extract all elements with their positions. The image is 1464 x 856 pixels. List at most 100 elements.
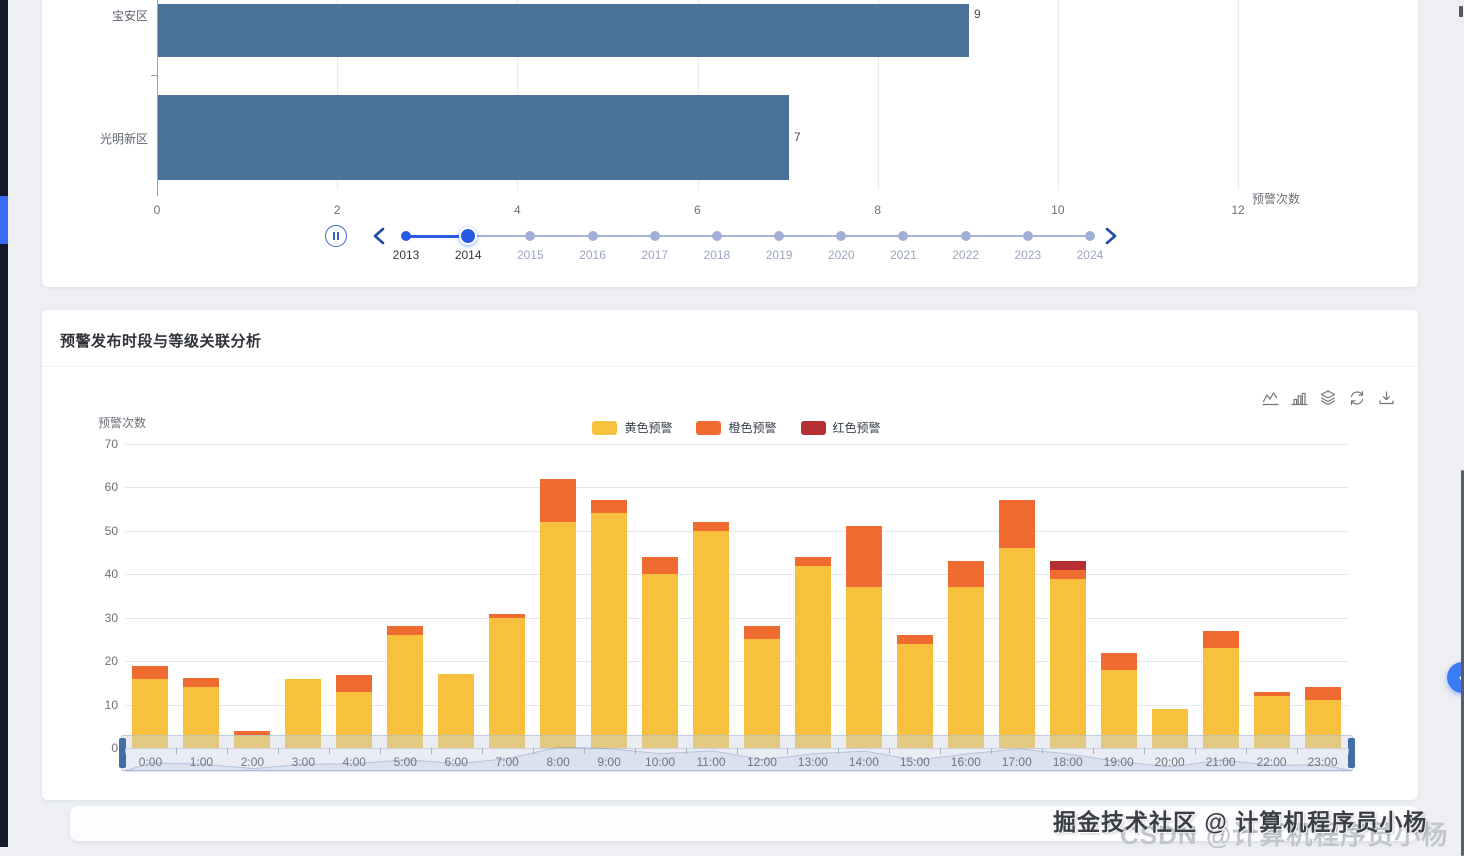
region-bar[interactable] (158, 95, 789, 180)
bar-segment-yellow[interactable] (336, 692, 373, 748)
timeline-year-dot[interactable] (587, 231, 598, 241)
bar-segment-yellow[interactable] (1253, 696, 1290, 748)
bar-segment-orange[interactable] (947, 561, 984, 587)
bar-segment-orange[interactable] (743, 626, 780, 639)
timeline-year-label[interactable]: 2024 (1076, 248, 1104, 262)
bar-segment-yellow[interactable] (896, 644, 933, 748)
region-x-tick-label: 6 (694, 203, 701, 217)
x-axis-tick (532, 748, 534, 754)
x-tick-label: 6:00 (444, 755, 468, 769)
timeline-year-dot[interactable] (401, 231, 411, 241)
bar-segment-orange[interactable] (336, 675, 373, 692)
timeline-year-dot[interactable] (649, 231, 660, 241)
timeline-year-dot[interactable] (774, 231, 785, 241)
bar-segment-yellow[interactable] (1202, 648, 1239, 748)
timeline-prev-button[interactable] (372, 227, 386, 245)
timeline-year-label[interactable]: 2018 (703, 248, 731, 262)
download-icon[interactable] (1378, 390, 1395, 407)
watermark-back: CSDN @计算机程序员小杨 (1120, 820, 1449, 850)
bar-segment-yellow[interactable] (1049, 579, 1086, 748)
bar-segment-yellow[interactable] (183, 687, 220, 748)
bar-segment-yellow[interactable] (693, 531, 730, 748)
datazoom-handle-left[interactable] (119, 738, 126, 768)
timeline-year-label[interactable]: 2016 (579, 248, 606, 262)
bar-segment-orange[interactable] (642, 557, 679, 574)
x-axis-tick (1093, 748, 1095, 754)
datazoom-slider[interactable] (119, 735, 1355, 772)
timeline-year-dot[interactable] (898, 231, 909, 241)
pause-icon (332, 232, 335, 240)
bar-segment-orange[interactable] (540, 479, 577, 522)
x-axis-tick (889, 748, 891, 754)
bar-segment-orange[interactable] (998, 500, 1035, 548)
timeline-year-dot[interactable] (1084, 231, 1095, 241)
legend-item-yellow[interactable]: 黄色预警 (592, 419, 672, 436)
bar-segment-orange[interactable] (794, 557, 831, 566)
bar-segment-orange[interactable] (387, 626, 424, 635)
timeline-year-label[interactable]: 2021 (890, 248, 917, 262)
datazoom-handle-right[interactable] (1348, 738, 1355, 768)
timeline-year-label[interactable]: 2020 (827, 248, 855, 262)
page-scrollbar-top[interactable] (1459, 6, 1463, 17)
line-chart-icon[interactable] (1262, 390, 1279, 407)
timeline-year-dot[interactable] (459, 227, 478, 245)
timeline-track[interactable] (406, 235, 1090, 237)
timeline-year-label[interactable]: 2023 (1014, 248, 1042, 262)
timeline-year-label[interactable]: 2013 (392, 248, 420, 262)
x-axis-tick (379, 748, 381, 754)
legend-label: 黄色预警 (624, 421, 673, 435)
bar-segment-orange[interactable] (1253, 692, 1290, 696)
bar-segment-yellow[interactable] (132, 679, 169, 748)
x-tick-label: 15:00 (899, 755, 930, 769)
bar-segment-yellow[interactable] (743, 639, 780, 748)
timeline-year-label[interactable]: 2017 (641, 248, 669, 262)
timeline-year-dot[interactable] (836, 231, 847, 241)
bar-segment-orange[interactable] (1049, 570, 1086, 579)
bar-segment-yellow[interactable] (285, 679, 322, 748)
bar-segment-yellow[interactable] (845, 587, 882, 748)
bar-segment-orange[interactable] (1100, 653, 1137, 670)
bar-segment-yellow[interactable] (540, 522, 577, 748)
restore-icon[interactable] (1349, 390, 1366, 407)
bar-segment-yellow[interactable] (947, 587, 984, 748)
bar-segment-yellow[interactable] (489, 618, 526, 748)
bar-segment-orange[interactable] (183, 678, 220, 687)
timeline-pause-button[interactable] (325, 225, 347, 247)
timeline-next-button[interactable] (1104, 227, 1118, 245)
region-x-tick-label: 8 (874, 203, 881, 217)
rail-scroll-indicator[interactable] (0, 196, 8, 244)
bar-segment-orange[interactable] (845, 526, 882, 587)
bar-segment-yellow[interactable] (1151, 709, 1188, 748)
bar-segment-orange[interactable] (693, 522, 730, 531)
bar-segment-yellow[interactable] (234, 735, 271, 748)
bar-segment-orange[interactable] (132, 666, 169, 679)
bar-segment-orange[interactable] (234, 731, 271, 735)
bar-segment-yellow[interactable] (998, 548, 1035, 748)
timeline-year-label[interactable]: 2014 (454, 248, 482, 262)
bar-segment-yellow[interactable] (387, 635, 424, 748)
timeline-year-dot[interactable] (1022, 231, 1033, 241)
region-bar[interactable] (158, 4, 969, 57)
bar-segment-yellow[interactable] (794, 566, 831, 748)
timeline-year-label[interactable]: 2022 (952, 248, 979, 262)
legend-item-red[interactable]: 红色预警 (800, 419, 881, 436)
bar-segment-yellow[interactable] (642, 574, 679, 748)
legend-item-orange[interactable]: 橙色预警 (696, 419, 777, 436)
bar-segment-yellow[interactable] (591, 513, 628, 748)
bar-segment-yellow[interactable] (1304, 700, 1341, 748)
timeline-year-label[interactable]: 2015 (517, 248, 544, 262)
bar-segment-orange[interactable] (489, 614, 526, 618)
bar-segment-orange[interactable] (591, 500, 628, 513)
bar-segment-orange[interactable] (896, 635, 933, 644)
page-scrollbar-thumb[interactable] (1461, 470, 1464, 856)
bar-segment-red[interactable] (1049, 561, 1086, 570)
timeline-year-dot[interactable] (525, 231, 536, 241)
bar-segment-orange[interactable] (1304, 687, 1341, 700)
bar-segment-orange[interactable] (1202, 631, 1239, 648)
timeline-year-label[interactable]: 2019 (765, 248, 793, 262)
timeline-year-dot[interactable] (711, 231, 722, 241)
stack-icon[interactable] (1320, 390, 1337, 407)
bar-chart-icon[interactable] (1291, 390, 1308, 407)
region-value-label: 7 (794, 130, 801, 144)
timeline-year-dot[interactable] (960, 231, 971, 241)
